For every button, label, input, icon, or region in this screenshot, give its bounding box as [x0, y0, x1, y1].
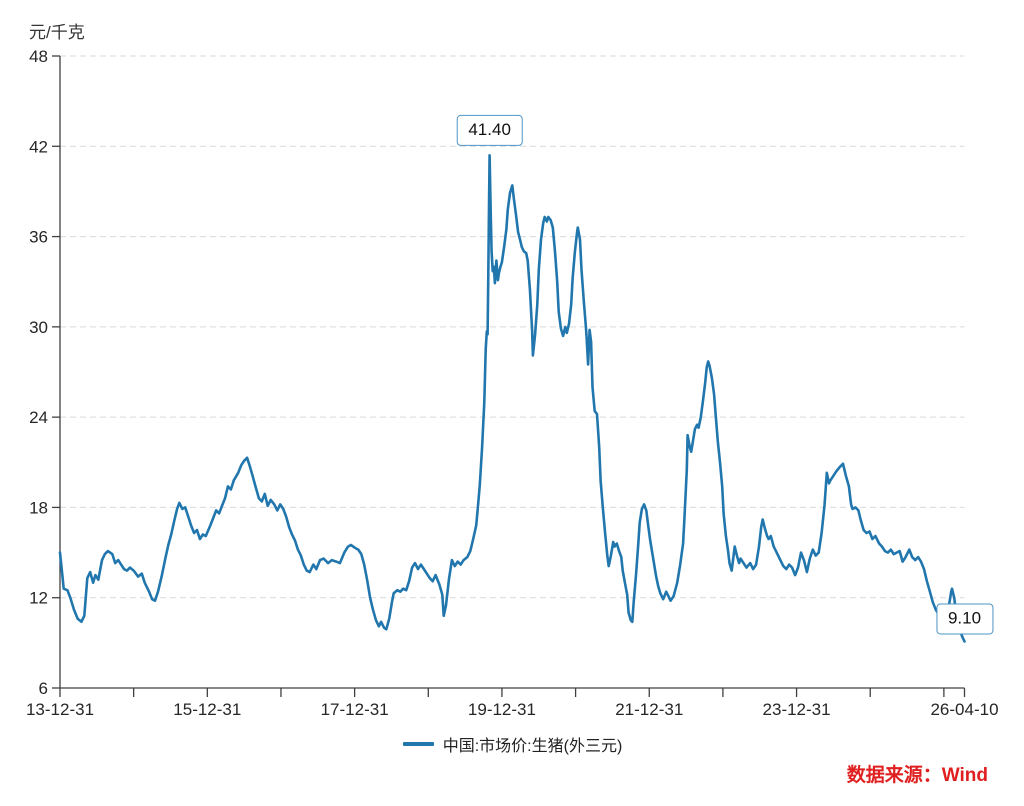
x-tick-label: 15-12-31	[173, 700, 241, 719]
y-tick-label: 42	[29, 137, 48, 156]
y-axis-unit-label: 元/千克	[29, 23, 85, 42]
latest-value-annotation: 9.10	[935, 603, 994, 635]
x-tick-label: 17-12-31	[321, 700, 389, 719]
legend-series-label: 中国:市场价:生猪(外三元)	[442, 738, 623, 755]
x-tick-label: 23-12-31	[763, 700, 831, 719]
peak-value-annotation: 41.40	[456, 115, 523, 147]
y-tick-label: 24	[29, 408, 48, 427]
data-source-label: 数据来源：Wind	[846, 765, 988, 786]
y-tick-label: 48	[29, 47, 48, 66]
price-line	[58, 154, 966, 643]
legend-line-swatch	[402, 742, 434, 746]
x-tick-label: 21-12-31	[615, 700, 683, 719]
x-tick-label: 26-04-10	[930, 700, 998, 719]
x-tick-label: 19-12-31	[468, 700, 536, 719]
x-tick-label: 13-12-31	[26, 700, 94, 719]
y-tick-label: 6	[39, 679, 48, 698]
y-tick-label: 12	[29, 589, 48, 608]
y-tick-label: 30	[29, 318, 48, 337]
y-tick-label: 36	[29, 228, 48, 247]
y-tick-label: 18	[29, 498, 48, 517]
legend: 中国:市场价:生猪(外三元)	[60, 732, 965, 756]
